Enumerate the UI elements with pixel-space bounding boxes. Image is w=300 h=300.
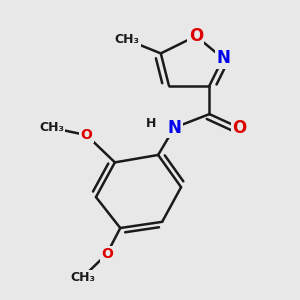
Text: H: H bbox=[146, 117, 157, 130]
Text: O: O bbox=[81, 128, 92, 142]
Text: CH₃: CH₃ bbox=[115, 33, 140, 46]
Text: O: O bbox=[232, 119, 246, 137]
Text: N: N bbox=[216, 50, 230, 68]
Text: CH₃: CH₃ bbox=[39, 121, 64, 134]
Text: O: O bbox=[101, 247, 113, 261]
Text: CH₃: CH₃ bbox=[70, 271, 95, 284]
Text: O: O bbox=[189, 27, 203, 45]
Text: N: N bbox=[167, 119, 181, 137]
